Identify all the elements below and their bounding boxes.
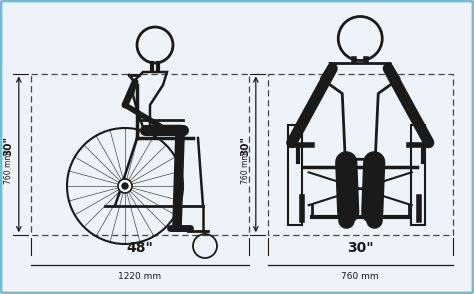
Circle shape (118, 179, 132, 193)
Text: 760 mm: 760 mm (4, 153, 13, 184)
Bar (288, 125, 301, 225)
Text: 30": 30" (347, 241, 374, 255)
Bar (411, 125, 425, 225)
Text: 30": 30" (4, 136, 14, 156)
Text: 1220 mm: 1220 mm (118, 272, 161, 281)
Text: 760 mm: 760 mm (341, 272, 379, 281)
Text: 48": 48" (127, 241, 153, 255)
Text: 30": 30" (241, 136, 251, 156)
Text: 760 mm: 760 mm (241, 153, 250, 184)
Circle shape (122, 183, 128, 189)
